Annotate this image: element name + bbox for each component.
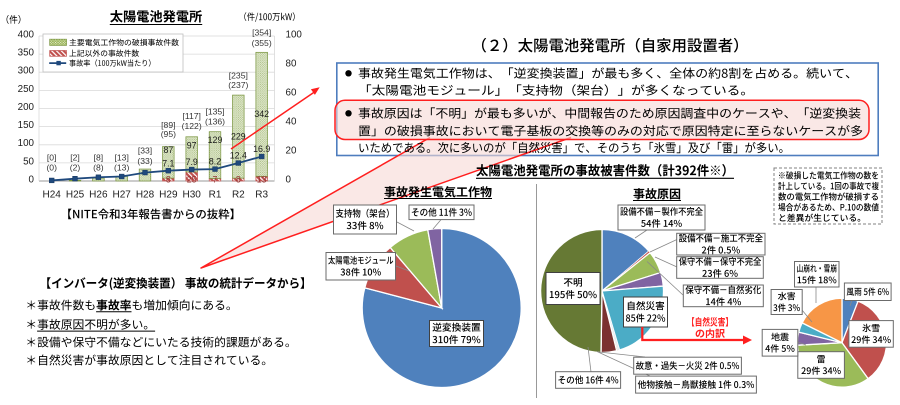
svg-text:7.1: 7.1 xyxy=(162,158,174,168)
svg-text:R1: R1 xyxy=(209,190,222,201)
svg-text:(0): (0) xyxy=(46,163,57,173)
svg-text:H29: H29 xyxy=(159,190,178,201)
svg-text:[135]: [135] xyxy=(205,107,224,117)
svg-text:(136): (136) xyxy=(205,117,225,127)
svg-text:H27: H27 xyxy=(113,190,132,201)
svg-text:97: 97 xyxy=(187,141,197,151)
svg-text:100: 100 xyxy=(286,29,303,40)
svg-text:350: 350 xyxy=(18,48,35,59)
svg-text:87: 87 xyxy=(163,145,173,155)
svg-text:200: 200 xyxy=(18,102,35,113)
svg-text:[354]: [354] xyxy=(252,28,271,38)
svg-text:12.4: 12.4 xyxy=(230,151,247,161)
svg-text:[33]: [33] xyxy=(138,146,152,156)
svg-text:16.9: 16.9 xyxy=(253,144,270,154)
svg-text:(8): (8) xyxy=(93,163,104,173)
svg-text:(2): (2) xyxy=(70,163,81,173)
svg-text:25: 25 xyxy=(187,175,197,185)
svg-text:0: 0 xyxy=(286,174,292,185)
svg-text:7.9: 7.9 xyxy=(186,157,198,167)
svg-text:0: 0 xyxy=(29,174,35,185)
svg-text:(95): (95) xyxy=(161,129,176,139)
svg-text:342: 342 xyxy=(254,109,269,119)
svg-text:[2]: [2] xyxy=(70,153,80,163)
svg-text:(33): (33) xyxy=(137,156,152,166)
svg-text:100: 100 xyxy=(18,138,35,149)
svg-text:80: 80 xyxy=(286,58,297,69)
svg-text:[117]: [117] xyxy=(182,111,200,121)
svg-text:250: 250 xyxy=(18,84,35,95)
svg-text:7: 7 xyxy=(213,175,218,185)
svg-text:20: 20 xyxy=(286,145,297,156)
svg-text:H24: H24 xyxy=(43,190,62,201)
svg-text:150: 150 xyxy=(18,120,35,131)
svg-text:R3: R3 xyxy=(255,190,268,201)
svg-text:H30: H30 xyxy=(183,190,202,201)
svg-text:[0]: [0] xyxy=(47,153,57,163)
svg-text:300: 300 xyxy=(18,66,35,77)
svg-text:13: 13 xyxy=(257,175,267,185)
svg-text:R2: R2 xyxy=(232,190,245,201)
svg-text:8.2: 8.2 xyxy=(209,157,221,167)
svg-text:8: 8 xyxy=(166,175,171,185)
svg-text:8: 8 xyxy=(236,175,241,185)
svg-text:H25: H25 xyxy=(66,190,85,201)
svg-text:H28: H28 xyxy=(136,190,155,201)
svg-text:(237): (237) xyxy=(228,80,248,90)
svg-text:H26: H26 xyxy=(89,190,108,201)
svg-text:[235]: [235] xyxy=(229,71,248,81)
svg-text:129: 129 xyxy=(208,135,223,145)
svg-text:(122): (122) xyxy=(182,121,202,131)
svg-text:50: 50 xyxy=(23,156,34,167)
svg-text:400: 400 xyxy=(18,29,35,40)
svg-text:[89]: [89] xyxy=(161,120,175,130)
svg-text:60: 60 xyxy=(286,87,297,98)
svg-text:(13): (13) xyxy=(114,163,129,173)
svg-text:229: 229 xyxy=(231,132,246,142)
svg-text:[8]: [8] xyxy=(94,153,104,163)
svg-text:40: 40 xyxy=(286,116,297,127)
svg-text:(355): (355) xyxy=(252,38,272,48)
svg-text:[13]: [13] xyxy=(115,153,129,163)
